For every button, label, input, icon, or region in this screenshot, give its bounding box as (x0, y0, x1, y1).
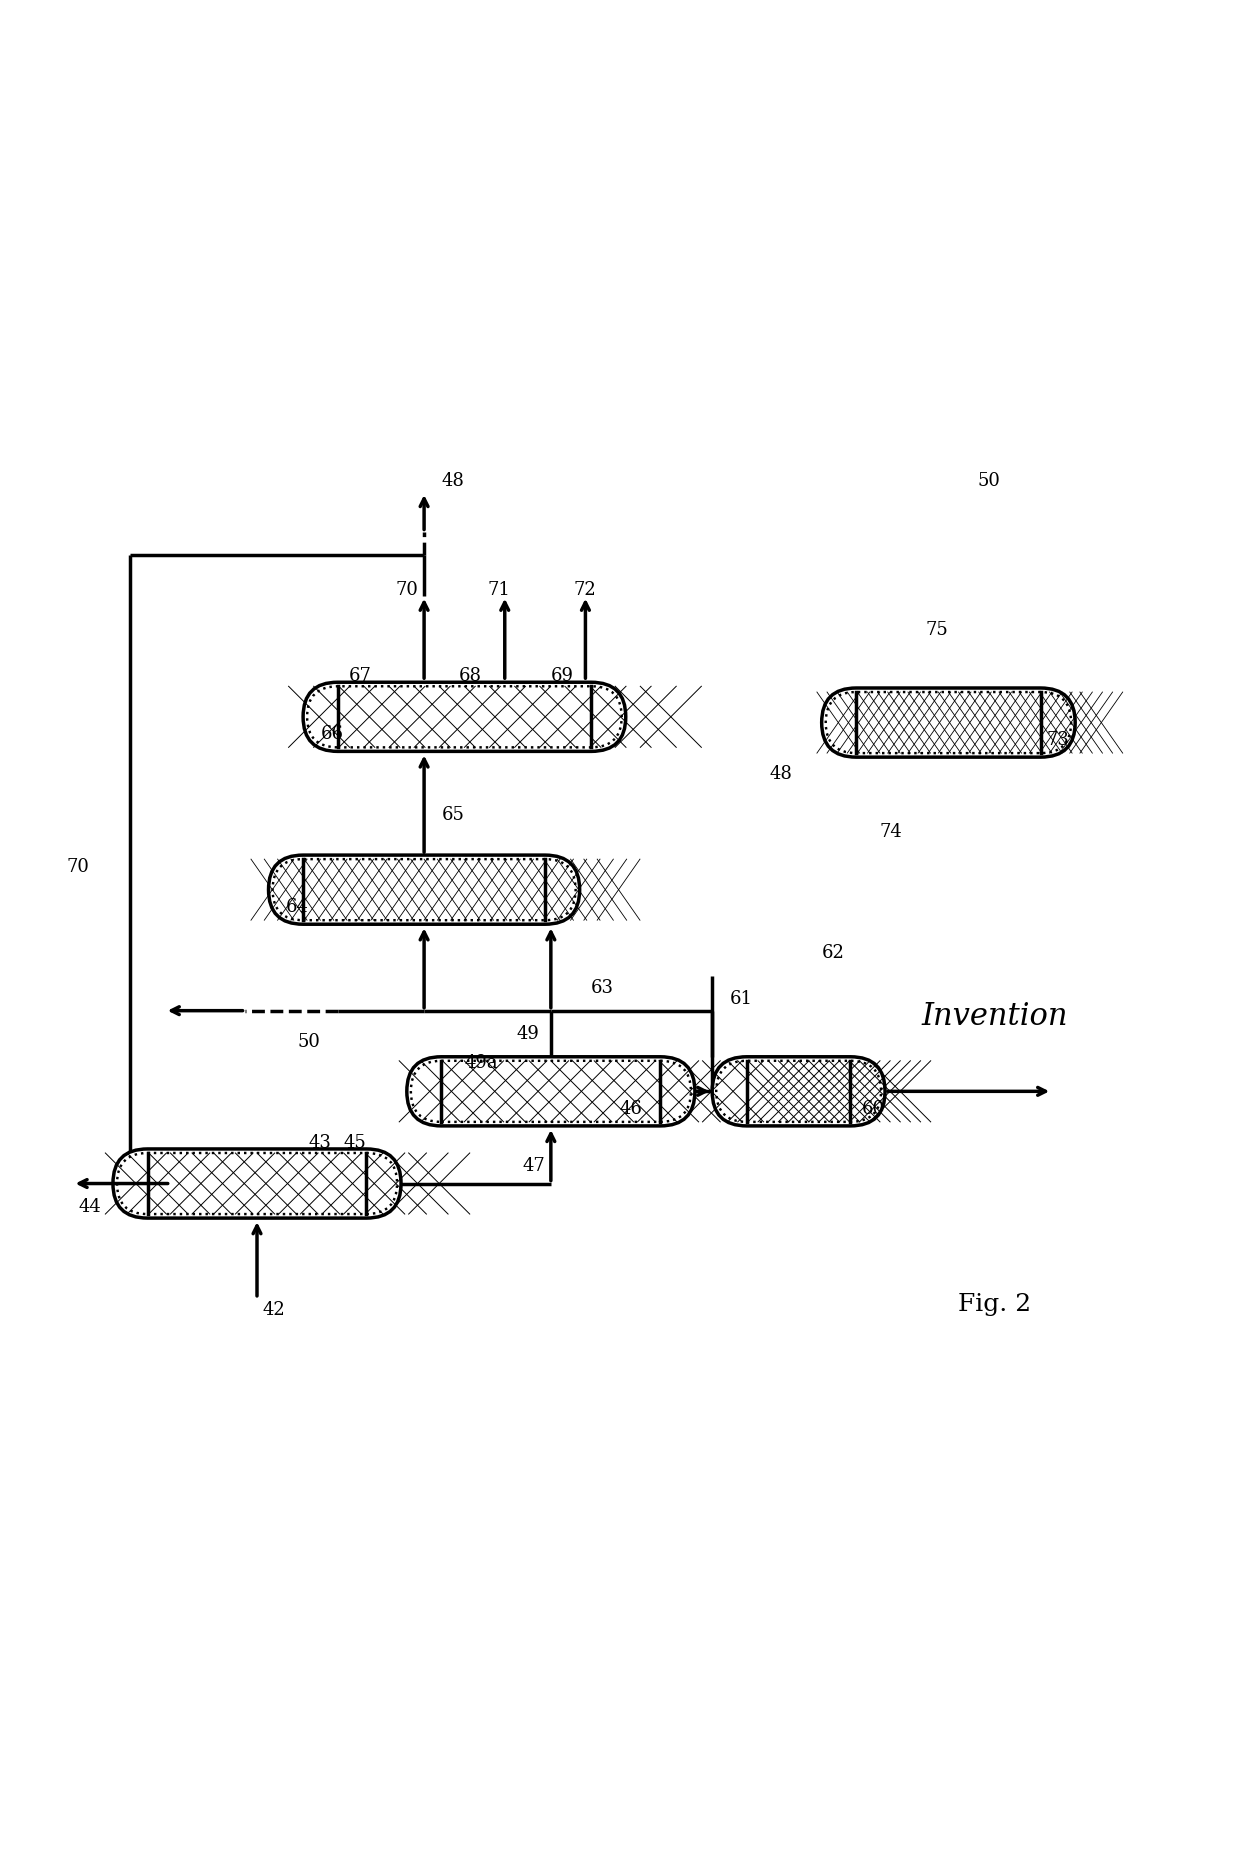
FancyBboxPatch shape (822, 688, 1075, 757)
Text: 75: 75 (925, 621, 949, 640)
Text: 43: 43 (309, 1135, 332, 1151)
Text: 72: 72 (574, 580, 596, 599)
Text: 69: 69 (551, 668, 574, 686)
Text: 70: 70 (396, 580, 418, 599)
Text: 49a: 49a (465, 1053, 498, 1071)
Text: Invention: Invention (921, 1001, 1068, 1032)
Text: 60: 60 (862, 1099, 885, 1118)
Text: Fig. 2: Fig. 2 (959, 1293, 1032, 1317)
Text: 46: 46 (620, 1099, 642, 1118)
Text: 68: 68 (459, 668, 481, 686)
Text: 63: 63 (591, 978, 614, 997)
Text: 65: 65 (441, 805, 464, 824)
Text: 50: 50 (298, 1032, 320, 1051)
Text: 45: 45 (343, 1135, 366, 1151)
FancyBboxPatch shape (407, 1056, 694, 1125)
Text: 44: 44 (78, 1198, 102, 1216)
Text: 42: 42 (263, 1302, 285, 1319)
Text: 62: 62 (822, 945, 844, 962)
Text: 48: 48 (441, 472, 464, 489)
Text: 70: 70 (67, 857, 89, 876)
Text: 47: 47 (522, 1157, 544, 1176)
Text: 66: 66 (320, 725, 343, 744)
Text: 73: 73 (1047, 731, 1069, 750)
FancyBboxPatch shape (303, 683, 626, 751)
FancyBboxPatch shape (712, 1056, 885, 1125)
Text: 61: 61 (729, 990, 753, 1008)
FancyBboxPatch shape (113, 1149, 401, 1218)
Text: 71: 71 (487, 580, 511, 599)
Text: 50: 50 (977, 472, 1001, 489)
Text: 67: 67 (350, 668, 372, 686)
Text: 49: 49 (516, 1025, 539, 1043)
FancyBboxPatch shape (269, 856, 579, 924)
Text: 48: 48 (770, 766, 792, 783)
Text: 74: 74 (879, 822, 901, 841)
Text: 64: 64 (285, 898, 309, 915)
